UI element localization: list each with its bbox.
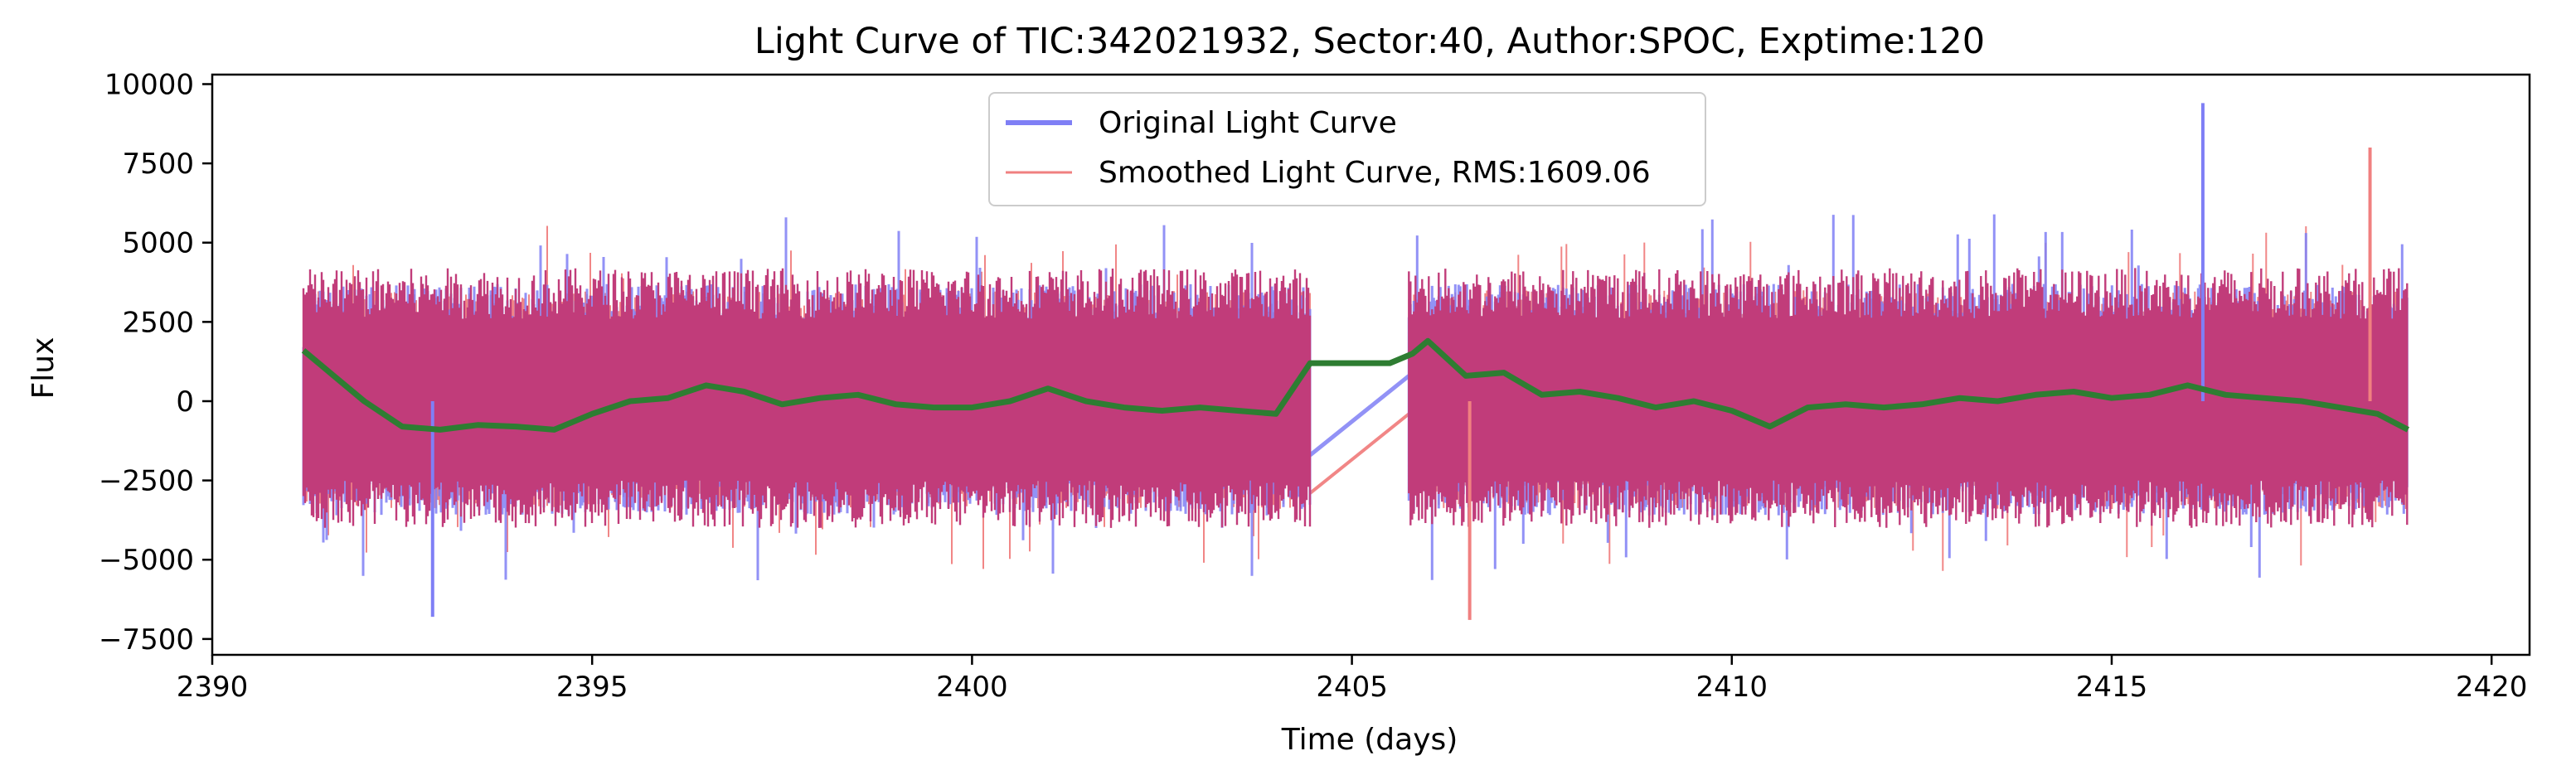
x-axis: 2390 2395 2400 2405 2410 2415 2420 — [177, 655, 2528, 704]
legend-box — [988, 92, 1706, 206]
trend-line — [301, 337, 2410, 433]
y-tick-label: −2500 — [99, 465, 194, 498]
y-tick-label: 5000 — [122, 227, 194, 260]
y-axis-label: Flux — [27, 337, 61, 400]
x-axis-label: Time (days) — [1281, 723, 1458, 757]
legend-label-smoothed: Smoothed Light Curve, RMS:1609.06 — [1099, 156, 1651, 190]
legend-label-original: Original Light Curve — [1099, 106, 1397, 140]
x-tick-label: 2405 — [1316, 671, 1388, 704]
chart-title: Light Curve of TIC:342021932, Sector:40,… — [754, 21, 1985, 62]
overlap-band-segment-1 — [302, 268, 1312, 528]
y-tick-label: −7500 — [99, 623, 194, 656]
x-tick-label: 2395 — [556, 671, 628, 704]
x-tick-label: 2410 — [1696, 671, 1768, 704]
y-axis: −7500 −5000 −2500 0 2500 5000 7500 10000 — [99, 68, 212, 656]
y-tick-label: 2500 — [122, 306, 194, 339]
plot-area — [301, 103, 2410, 620]
original-curve-gap-line — [1308, 374, 1410, 457]
x-tick-label: 2420 — [2456, 671, 2528, 704]
y-tick-label: 10000 — [104, 68, 194, 101]
legend: Original Light Curve Smoothed Light Curv… — [988, 92, 1706, 206]
axes-frame — [211, 73, 2531, 656]
smoothed-curve-gap-line — [1308, 412, 1410, 495]
y-tick-label: 0 — [176, 385, 194, 419]
y-tick-label: −5000 — [99, 544, 194, 577]
x-tick-label: 2400 — [936, 671, 1008, 704]
x-tick-label: 2415 — [2076, 671, 2148, 704]
y-tick-label: 7500 — [122, 148, 194, 181]
x-tick-label: 2390 — [177, 671, 249, 704]
